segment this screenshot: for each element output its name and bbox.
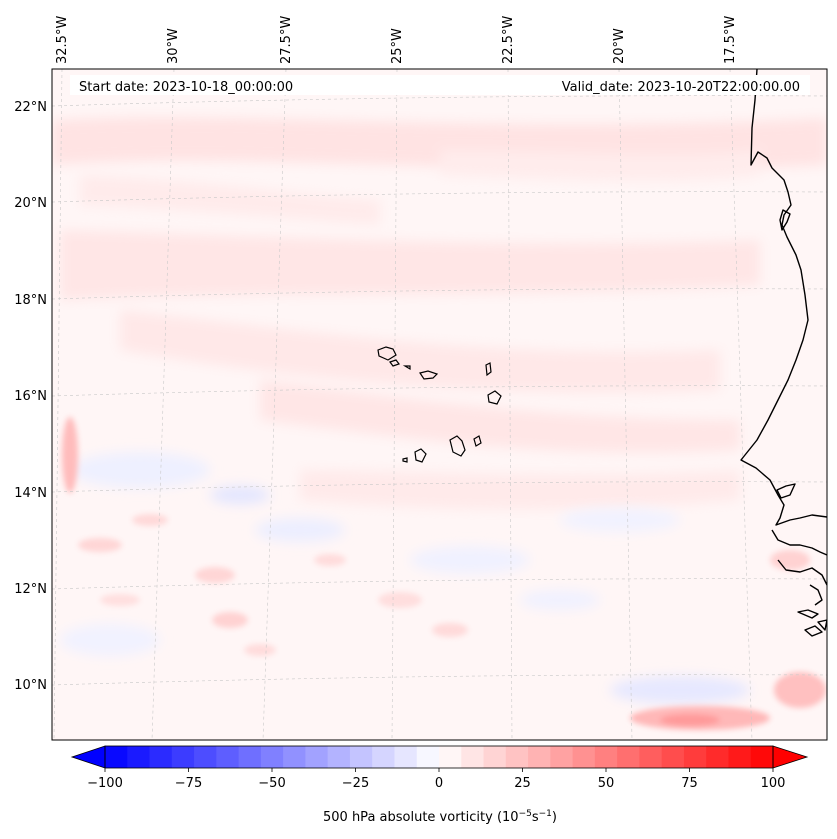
lat-tick-label: 20°N — [14, 196, 47, 211]
lat-tick-label: 22°N — [14, 100, 47, 115]
colorbar-cell — [171, 746, 195, 768]
colorbar-cell — [127, 746, 151, 768]
lon-tick-label: 27.5°W — [279, 16, 294, 64]
lat-tick-label: 12°N — [14, 582, 47, 597]
colorbar-cell — [439, 746, 462, 768]
colorbar-tick-label: 75 — [681, 776, 698, 791]
colorbar-cell — [305, 746, 329, 768]
colorbar-tick-label: −25 — [342, 776, 369, 791]
colorbar-extend-high — [772, 745, 809, 769]
colorbar-cell — [505, 746, 529, 768]
lat-tick-label: 18°N — [14, 293, 47, 308]
valid-date-label: Valid_date: 2023-10-20T22:00:00.00 — [562, 80, 800, 95]
colorbar-cell — [461, 746, 485, 768]
colorbar-cell — [105, 746, 128, 768]
colorbar-cell — [327, 746, 351, 768]
colorbar-tick-label: 100 — [761, 776, 786, 791]
colorbar-cell — [372, 746, 396, 768]
start-date-label: Start date: 2023-10-18_00:00:00 — [79, 80, 293, 95]
colorbar-cell — [572, 746, 596, 768]
cape-verde-islands — [377, 346, 502, 463]
colorbar-cell — [394, 746, 418, 768]
colorbar-cell — [728, 746, 752, 768]
colorbar-cell — [550, 746, 574, 768]
colorbar-cell — [750, 746, 774, 768]
colorbar-extend-low — [70, 745, 106, 769]
longitude-labels: 32.5°W 30°W 27.5°W 25°W 22.5°W 20°W 17.5… — [55, 16, 738, 64]
colorbar-cell — [594, 746, 618, 768]
colorbar-cell — [349, 746, 373, 768]
lat-tick-label: 10°N — [14, 678, 47, 693]
lon-tick-label: 22.5°W — [501, 16, 516, 64]
lon-tick-label: 17.5°W — [723, 16, 738, 64]
colorbar-ticks: −100 −75 −50 −25 0 25 50 75 100 — [87, 768, 785, 791]
map-border — [51, 68, 828, 741]
lon-tick-label: 25°W — [390, 28, 405, 64]
map-panel: Start date: 2023-10-18_00:00:00 Valid_da… — [51, 68, 828, 741]
colorbar-cell — [149, 746, 173, 768]
lon-tick-label: 32.5°W — [55, 16, 70, 64]
colorbar-cell — [216, 746, 240, 768]
colorbar-tick-label: −75 — [175, 776, 202, 791]
colorbar-tick-label: 50 — [598, 776, 615, 791]
colorbar-cell — [238, 746, 262, 768]
colorbar-tick-label: −100 — [87, 776, 123, 791]
colorbar-label: 500 hPa absolute vorticity (10−5s−1) — [323, 809, 557, 825]
lon-tick-label: 20°W — [612, 28, 627, 64]
lat-tick-label: 16°N — [14, 389, 47, 404]
colorbar-cell — [617, 746, 640, 768]
lon-tick-label: 30°W — [166, 28, 181, 64]
latitude-labels: 22°N 20°N 18°N 16°N 14°N 12°N 10°N — [14, 100, 47, 693]
colorbar-cell — [194, 746, 217, 768]
africa-coastline — [740, 69, 827, 526]
lat-tick-label: 14°N — [14, 486, 47, 501]
colorbar-cell — [260, 746, 284, 768]
colorbar-cell — [683, 746, 707, 768]
header-box — [70, 75, 810, 95]
colorbar-cell — [528, 746, 551, 768]
colorbar-cell — [283, 746, 306, 768]
colorbar-cell — [661, 746, 685, 768]
coastlines — [740, 69, 827, 637]
colorbar-cell — [483, 746, 507, 768]
vorticity-field — [52, 117, 827, 730]
colorbar-cells — [105, 746, 774, 768]
colorbar: −100 −75 −50 −25 0 25 50 75 100 500 hPa absolute… — [70, 745, 809, 825]
gridlines — [52, 69, 827, 740]
colorbar-tick-label: 0 — [435, 776, 443, 791]
colorbar-cell — [639, 746, 663, 768]
colorbar-tick-label: 25 — [514, 776, 531, 791]
colorbar-tick-label: −50 — [258, 776, 285, 791]
colorbar-cell — [416, 746, 440, 768]
colorbar-cell — [706, 746, 730, 768]
